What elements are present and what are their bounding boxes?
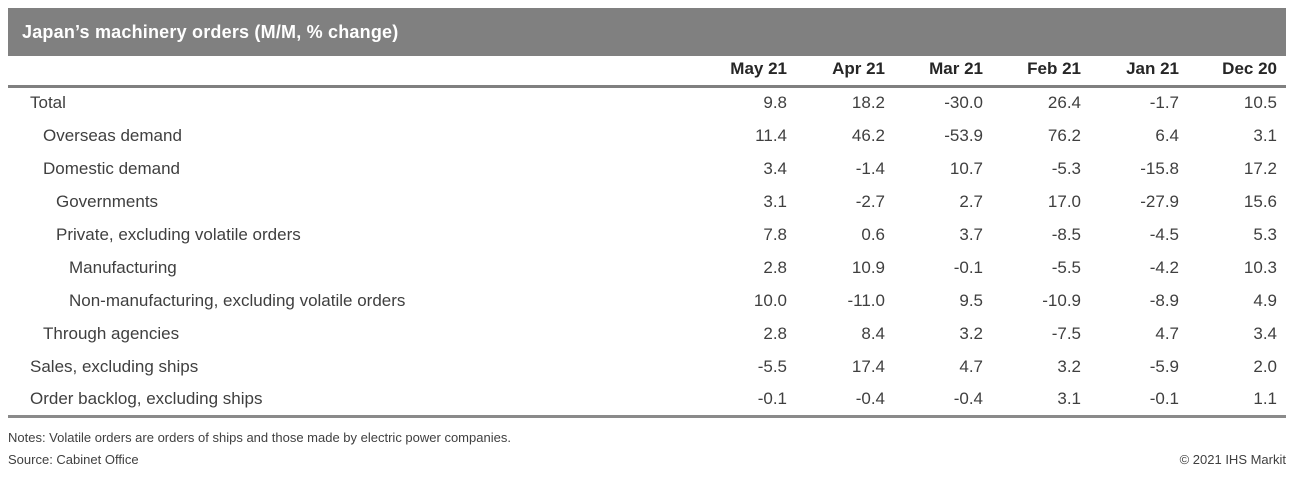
row-label: Total [30, 93, 66, 113]
cell-value: -0.1 [1090, 383, 1188, 418]
column-header-may21: May 21 [698, 56, 796, 88]
column-header-dec20: Dec 20 [1188, 56, 1286, 88]
cell-value: 17.2 [1243, 158, 1277, 178]
cell-value: -5.9 [1149, 356, 1179, 376]
cell-value: 7.8 [763, 224, 787, 244]
cell-value: 15.6 [1243, 191, 1277, 211]
table-row: Order backlog, excluding ships -0.1 -0.4 -0… [8, 383, 1286, 418]
row-label: Manufacturing [69, 257, 177, 277]
cell-value: 8.4 [861, 323, 885, 343]
cell-value: -4.5 [1149, 224, 1179, 244]
cell-value: 3.1 [1253, 125, 1277, 145]
table-row: Governments 3.1 -2.7 2.7 17.0 -27.9 15.6 [8, 185, 1286, 218]
column-header-mar21: Mar 21 [894, 56, 992, 88]
row-label: Through agencies [43, 323, 180, 343]
cell-value: 17.4 [851, 356, 885, 376]
copyright-text: © 2021 IHS Markit [1179, 451, 1286, 467]
cell-value: -1.7 [1149, 93, 1179, 113]
cell-value: 4.9 [1253, 290, 1277, 310]
corner-cell [8, 56, 698, 88]
cell-value: -30.0 [944, 93, 983, 113]
cell-value: 10.7 [949, 158, 983, 178]
cell-value: 3.7 [959, 224, 983, 244]
row-label: Non-manufacturing, excluding volatile or… [69, 290, 406, 310]
cell-value: 9.5 [959, 290, 983, 310]
cell-value: 10.3 [1243, 257, 1277, 277]
table-row: Domestic demand 3.4 -1.4 10.7 -5.3 -15.8 17.2 [8, 152, 1286, 185]
cell-value: -0.4 [796, 383, 894, 418]
cell-value: -1.4 [855, 158, 885, 178]
cell-value: 10.0 [753, 290, 787, 310]
table-row: Through agencies 2.8 8.4 3.2 -7.5 4.7 3.4 [8, 317, 1286, 350]
cell-value: -27.9 [1140, 191, 1179, 211]
report-table-panel: Japan’s machinery orders (M/M, % change)… [8, 8, 1286, 471]
cell-value: 3.2 [1057, 356, 1081, 376]
table-notes: Notes: Volatile orders are orders of shi… [8, 429, 511, 445]
column-header-apr21: Apr 21 [796, 56, 894, 88]
table-title: Japan’s machinery orders (M/M, % change) [22, 21, 399, 42]
machinery-orders-table: May 21 Apr 21 Mar 21 Feb 21 Jan 21 Dec 2… [8, 56, 1286, 418]
cell-value: -7.5 [1051, 323, 1081, 343]
cell-value: 3.1 [763, 191, 787, 211]
cell-value: 3.1 [992, 383, 1090, 418]
table-footer-row: Source: Cabinet Office © 2021 IHS Markit [8, 449, 1286, 471]
cell-value: 3.2 [959, 323, 983, 343]
cell-value: 26.4 [1047, 93, 1081, 113]
table-row: Sales, excluding ships -5.5 17.4 4.7 3.2 -5.9… [8, 350, 1286, 383]
table-row: Private, excluding volatile orders 7.8 0.6… [8, 218, 1286, 251]
cell-value: -15.8 [1140, 158, 1179, 178]
cell-value: 3.4 [763, 158, 787, 178]
cell-value: 2.8 [763, 323, 787, 343]
cell-value: -11.0 [847, 290, 886, 310]
cell-value: 10.5 [1243, 93, 1277, 113]
cell-value: -4.2 [1149, 257, 1179, 277]
row-label: Governments [56, 191, 159, 211]
table-body: Total 9.8 18.2 -30.0 26.4 -1.7 10.5 Overseas de… [8, 86, 1286, 418]
cell-value: 46.2 [851, 125, 885, 145]
cell-value: -0.4 [894, 383, 992, 418]
cell-value: -8.9 [1149, 290, 1179, 310]
table-row: Manufacturing 2.8 10.9 -0.1 -5.5 -4.2 10.3 [8, 251, 1286, 284]
table-row: Non-manufacturing, excluding volatile or… [8, 284, 1286, 317]
cell-value: -0.1 [698, 383, 796, 418]
row-label: Overseas demand [43, 125, 182, 145]
cell-value: -53.9 [944, 125, 983, 145]
table-header-row: May 21 Apr 21 Mar 21 Feb 21 Jan 21 Dec 2… [8, 56, 1286, 88]
table-source: Source: Cabinet Office [8, 451, 139, 467]
cell-value: 0.6 [861, 224, 885, 244]
cell-value: 4.7 [959, 356, 983, 376]
cell-value: 4.7 [1155, 323, 1179, 343]
column-header-feb21: Feb 21 [992, 56, 1090, 88]
column-header-jan21: Jan 21 [1090, 56, 1188, 88]
row-label: Private, excluding volatile orders [56, 224, 301, 244]
cell-value: 11.4 [755, 125, 787, 145]
cell-value: -5.5 [757, 356, 787, 376]
cell-value: -5.3 [1051, 158, 1081, 178]
row-label: Domestic demand [43, 158, 181, 178]
cell-value: 1.1 [1188, 383, 1286, 418]
row-label: Sales, excluding ships [30, 356, 199, 376]
cell-value: 3.4 [1253, 323, 1277, 343]
table-title-bar: Japan’s machinery orders (M/M, % change) [8, 8, 1286, 56]
cell-value: 9.8 [763, 93, 787, 113]
cell-value: 10.9 [851, 257, 885, 277]
cell-value: -10.9 [1042, 290, 1081, 310]
cell-value: -5.5 [1051, 257, 1081, 277]
table-row: Overseas demand 11.4 46.2 -53.9 76.2 6.4 3.1 [8, 119, 1286, 152]
row-label: Order backlog, excluding ships [8, 383, 698, 418]
cell-value: -0.1 [953, 257, 983, 277]
cell-value: 2.0 [1253, 356, 1277, 376]
cell-value: -2.7 [855, 191, 885, 211]
table-row: Total 9.8 18.2 -30.0 26.4 -1.7 10.5 [8, 86, 1286, 119]
cell-value: -8.5 [1051, 224, 1081, 244]
cell-value: 18.2 [851, 93, 885, 113]
cell-value: 76.2 [1047, 125, 1081, 145]
cell-value: 5.3 [1253, 224, 1277, 244]
cell-value: 2.7 [959, 191, 983, 211]
cell-value: 17.0 [1047, 191, 1081, 211]
cell-value: 6.4 [1155, 125, 1179, 145]
cell-value: 2.8 [763, 257, 787, 277]
